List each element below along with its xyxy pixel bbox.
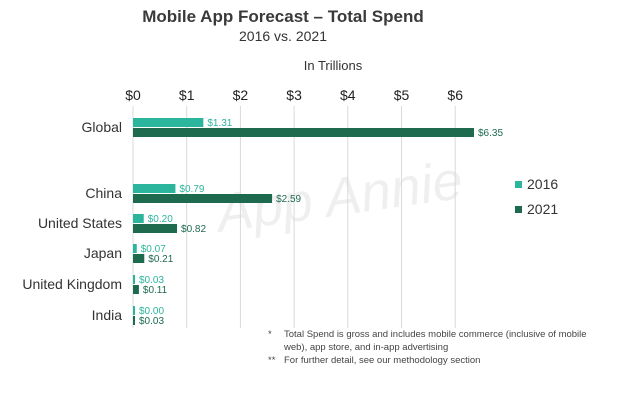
legend-swatch-2021: [515, 206, 522, 213]
bar-2021-japan: [133, 254, 145, 263]
data-label-2021-japan: $0.21: [148, 254, 173, 265]
footnote-1-text: Total Spend is gross and includes mobile…: [284, 329, 587, 353]
legend-label-2016: 2016: [527, 176, 558, 192]
bar-2016-japan: [133, 244, 137, 253]
data-label-2016-japan: $0.07: [141, 244, 166, 255]
data-label-2021-global: $6.35: [478, 128, 503, 139]
category-label-global: Global: [82, 119, 122, 135]
data-label-2016-united-states: $0.20: [148, 214, 173, 225]
bar-2021-united-states: [133, 224, 178, 233]
bar-2016-united-kingdom: [133, 275, 135, 284]
category-label-japan: Japan: [84, 245, 122, 261]
bar-2021-united-kingdom: [133, 285, 139, 294]
footnote-2-text: For further detail, see our methodology …: [284, 355, 481, 366]
footnote-2-mark: **: [268, 355, 276, 366]
category-labels: Global China United States Japan United King…: [22, 119, 122, 323]
legend: 2016 2021: [515, 176, 558, 217]
data-labels: $1.31$0.79$0.20$0.07$0.03$0.00$6.35$2.59…: [139, 118, 503, 327]
legend-swatch-2016: [515, 181, 522, 188]
bar-2016-india: [133, 306, 135, 315]
x-tick-label: $3: [286, 87, 302, 103]
footnote-1-mark: *: [268, 329, 272, 340]
footnote-2: ** For further detail, see our methodolo…: [268, 354, 608, 367]
footnote-1: * Total Spend is gross and includes mobi…: [268, 328, 608, 354]
x-tick-label: $1: [179, 87, 195, 103]
chart-subtitle: 2016 vs. 2021: [239, 28, 327, 44]
data-label-2016-china: $0.79: [179, 184, 204, 195]
footnotes: * Total Spend is gross and includes mobi…: [268, 328, 608, 367]
category-label-united-states: United States: [38, 215, 122, 231]
data-label-2021-united-states: $0.82: [181, 224, 206, 235]
bar-2016-united-states: [133, 214, 144, 223]
x-tick-label: $6: [447, 87, 463, 103]
x-tick-label: $5: [394, 87, 410, 103]
data-label-2016-global: $1.31: [207, 118, 232, 129]
x-tick-label: $2: [233, 87, 249, 103]
data-label-2021-united-kingdom: $0.11: [143, 285, 168, 296]
legend-label-2021: 2021: [527, 201, 558, 217]
data-label-2021-china: $2.59: [276, 194, 301, 205]
bar-2021-india: [133, 316, 135, 325]
bars: [133, 118, 474, 325]
category-label-united-kingdom: United Kingdom: [22, 276, 122, 292]
unit-label: In Trillions: [304, 58, 363, 73]
data-label-2016-united-kingdom: $0.03: [139, 275, 164, 286]
bar-2021-global: [133, 128, 474, 137]
x-tick-label: $4: [340, 87, 356, 103]
category-label-china: China: [85, 185, 122, 201]
bar-2016-global: [133, 118, 204, 127]
chart-title: Mobile App Forecast – Total Spend: [142, 7, 423, 26]
data-label-2021-india: $0.03: [139, 316, 164, 327]
x-axis-ticks: $0 $1 $2 $3 $4 $5 $6: [125, 87, 463, 103]
x-tick-label: $0: [125, 87, 141, 103]
bar-2021-china: [133, 194, 273, 203]
category-label-india: India: [92, 307, 123, 323]
bar-2016-china: [133, 184, 176, 193]
data-label-2016-india: $0.00: [139, 306, 164, 317]
